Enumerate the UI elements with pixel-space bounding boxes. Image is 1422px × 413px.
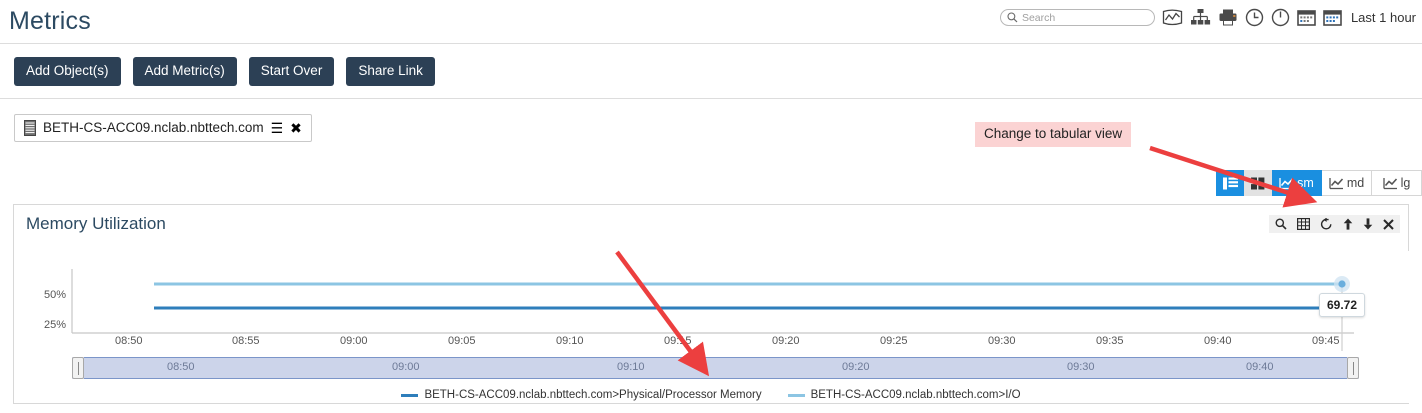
list-view-icon	[1222, 177, 1238, 189]
legend-label: BETH-CS-ACC09.nclab.nbttech.com>I/O	[810, 389, 1021, 401]
x-tick: 09:45	[1312, 335, 1340, 347]
start-over-button[interactable]: Start Over	[248, 56, 335, 86]
tooltip-value: 69.72	[1327, 298, 1358, 312]
clock-icon[interactable]	[1245, 8, 1264, 27]
topology-icon[interactable]	[1190, 8, 1211, 27]
map-chart-icon[interactable]	[1162, 8, 1183, 27]
x-tick: 09:35	[1096, 335, 1124, 347]
object-chip-label: BETH-CS-ACC09.nclab.nbttech.com	[43, 120, 264, 135]
share-link-button[interactable]: Share Link	[346, 56, 435, 86]
object-chip-row: BETH-CS-ACC09.nclab.nbttech.com ☰ ✖	[0, 99, 1422, 156]
x-tick: 09:25	[880, 335, 908, 347]
legend-swatch-light	[787, 393, 805, 397]
navigator-handle-right[interactable]	[1347, 357, 1359, 379]
chart-title: Memory Utilization	[26, 214, 166, 233]
view-switcher: sm md lg	[1216, 170, 1422, 196]
navigator-tick: 09:20	[842, 361, 870, 373]
chart-legend: BETH-CS-ACC09.nclab.nbttech.com>Physical…	[14, 389, 1408, 401]
navigator-tick: 09:30	[1067, 361, 1095, 373]
chart-md-icon	[1329, 177, 1343, 189]
chart-plot[interactable]	[14, 251, 1410, 403]
annotation-tabular-view: Change to tabular view	[975, 122, 1132, 147]
table-icon[interactable]	[1297, 218, 1310, 230]
reset-icon[interactable]	[1320, 218, 1333, 230]
search-input[interactable]	[1021, 11, 1148, 24]
x-tick: 09:10	[556, 335, 584, 347]
y-tick-25: 25%	[44, 319, 67, 331]
search-box[interactable]	[999, 9, 1155, 26]
navigator-tick: 09:00	[392, 361, 420, 373]
view-grid-button[interactable]	[1244, 170, 1272, 196]
navigator-selection[interactable]	[84, 357, 1347, 379]
navigator-handle-left[interactable]	[72, 357, 84, 379]
x-tick: 09:40	[1204, 335, 1232, 347]
add-objects-button[interactable]: Add Object(s)	[14, 56, 121, 86]
x-tick: 08:55	[232, 335, 260, 347]
legend-item-io[interactable]: BETH-CS-ACC09.nclab.nbttech.com>I/O	[787, 389, 1021, 401]
action-bar: Add Object(s) Add Metric(s) Start Over S…	[0, 44, 1422, 99]
object-chip[interactable]: BETH-CS-ACC09.nclab.nbttech.com ☰ ✖	[14, 113, 312, 142]
alert-clock-icon[interactable]	[1271, 8, 1290, 27]
move-up-icon[interactable]	[1343, 218, 1353, 230]
close-icon[interactable]	[1383, 218, 1394, 230]
x-tick: 09:20	[772, 335, 800, 347]
page-title: Metrics	[9, 7, 91, 35]
close-icon[interactable]: ✖	[290, 119, 302, 136]
view-lg-label: lg	[1400, 176, 1411, 190]
time-range-label[interactable]: Last 1 hour	[1350, 10, 1416, 25]
calendar-start-icon[interactable]	[1297, 9, 1316, 27]
legend-label: BETH-CS-ACC09.nclab.nbttech.com>Physical…	[424, 389, 762, 401]
calendar-end-icon[interactable]	[1323, 9, 1342, 27]
x-tick: 09:00	[340, 335, 368, 347]
data-point-tooltip: 69.72	[1319, 293, 1366, 317]
chart-sm-icon	[1279, 177, 1294, 189]
x-tick: 08:50	[115, 335, 143, 347]
hamburger-menu-icon[interactable]: ☰	[270, 119, 284, 136]
view-md-button[interactable]: md	[1322, 170, 1372, 196]
search-icon	[1007, 12, 1018, 23]
grid-view-icon	[1251, 177, 1265, 189]
header-toolbar: Last 1 hour	[999, 8, 1418, 27]
legend-swatch-dark	[401, 393, 419, 397]
server-icon	[24, 119, 36, 136]
navigator-tick: 08:50	[167, 361, 195, 373]
time-navigator[interactable]: 08:50 09:00 09:10 09:20 09:30 09:40	[72, 357, 1359, 379]
x-tick: 09:30	[988, 335, 1016, 347]
add-metrics-button[interactable]: Add Metric(s)	[132, 56, 237, 86]
x-tick: 09:15	[664, 335, 692, 347]
view-md-label: md	[1346, 176, 1365, 190]
navigator-tick: 09:40	[1246, 361, 1274, 373]
page-header: Metrics	[0, 0, 1422, 44]
move-down-icon[interactable]	[1363, 218, 1373, 230]
print-icon[interactable]	[1218, 8, 1238, 27]
chart-toolbar	[1269, 215, 1400, 233]
y-tick-50: 50%	[44, 289, 67, 301]
x-axis-ticks: 08:50 08:55 09:00 09:05 09:10 09:15 09:2…	[72, 335, 1354, 349]
chart-panel: Memory Utilization	[13, 204, 1410, 404]
legend-item-memory[interactable]: BETH-CS-ACC09.nclab.nbttech.com>Physical…	[401, 389, 762, 401]
navigator-tick: 09:10	[617, 361, 645, 373]
zoom-icon[interactable]	[1275, 218, 1287, 230]
view-lg-button[interactable]: lg	[1372, 170, 1422, 196]
x-tick: 09:05	[448, 335, 476, 347]
view-sm-label: sm	[1297, 176, 1314, 190]
chart-lg-icon	[1382, 177, 1397, 189]
view-sm-button[interactable]: sm	[1272, 170, 1322, 196]
view-list-button[interactable]	[1216, 170, 1244, 196]
